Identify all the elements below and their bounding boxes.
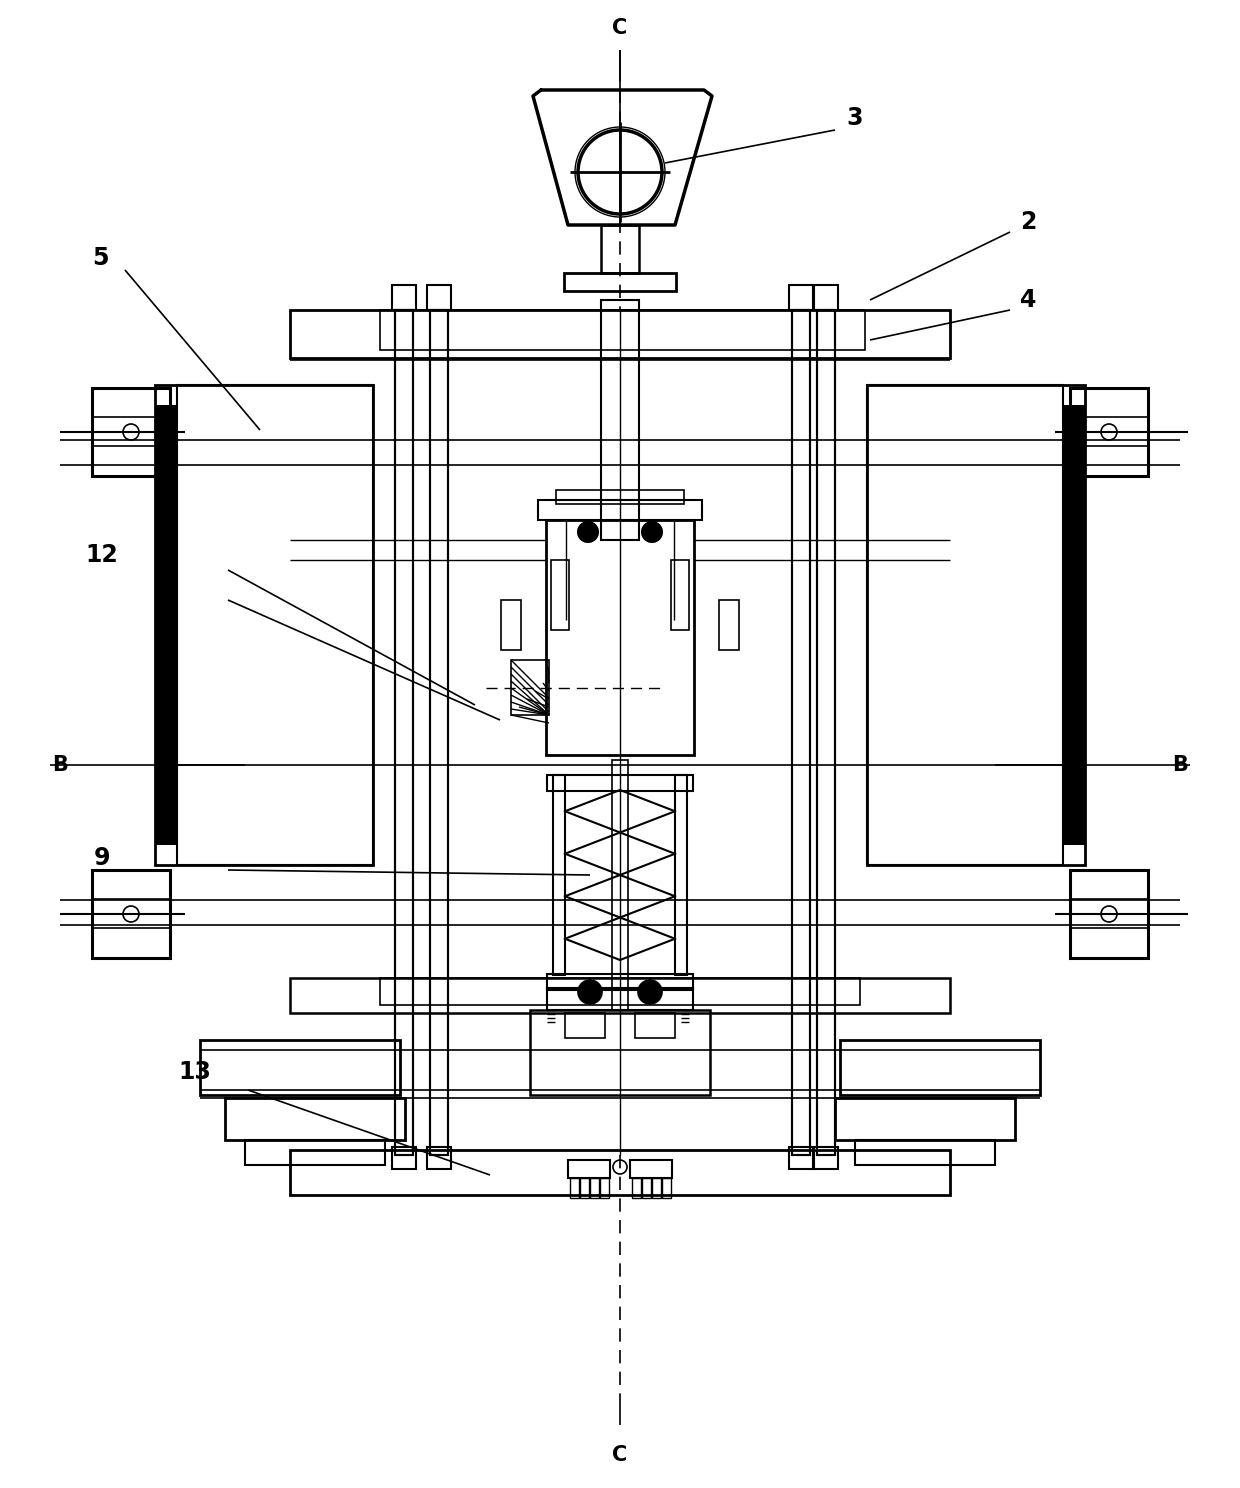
Bar [538, 500, 702, 519]
Bar [1063, 405, 1085, 845]
Bar [792, 310, 810, 1155]
Bar [379, 310, 866, 350]
Bar [813, 1147, 838, 1170]
Bar [568, 1161, 610, 1178]
Bar [379, 978, 861, 1004]
Bar [632, 1178, 641, 1198]
Circle shape [639, 981, 662, 1004]
Bar [789, 1147, 813, 1170]
Bar [635, 1013, 675, 1039]
Bar [430, 310, 448, 1155]
Bar [856, 1140, 994, 1165]
Bar [427, 1147, 451, 1170]
Bar [675, 775, 687, 975]
Bar [546, 519, 694, 754]
Bar [177, 385, 373, 865]
Bar [835, 1098, 1016, 1140]
Bar [430, 310, 448, 1155]
Bar [396, 310, 413, 1155]
Bar [565, 1013, 605, 1039]
Bar [501, 600, 521, 650]
Bar [392, 1147, 415, 1170]
Text: B: B [52, 754, 68, 775]
Bar [1070, 388, 1148, 476]
Bar [792, 310, 810, 1155]
Bar [642, 1178, 651, 1198]
Bar [590, 1178, 599, 1198]
Bar [155, 405, 177, 845]
Text: 9: 9 [94, 847, 110, 870]
Bar [396, 310, 413, 1155]
Bar [290, 1150, 950, 1195]
Text: 5: 5 [92, 246, 108, 269]
Bar [662, 1178, 671, 1198]
Text: B: B [1172, 754, 1188, 775]
Bar [92, 870, 170, 958]
Bar [511, 661, 549, 716]
Bar [817, 310, 835, 1155]
Bar [601, 301, 639, 540]
Bar [224, 1098, 405, 1140]
Bar [600, 1178, 609, 1198]
Text: C: C [613, 1445, 627, 1466]
Bar [547, 775, 693, 792]
Bar [551, 559, 569, 629]
Text: C: C [613, 18, 627, 39]
Circle shape [642, 522, 662, 542]
Bar [246, 1140, 384, 1165]
Bar [529, 1010, 711, 1095]
Bar [547, 975, 693, 990]
Bar [1070, 870, 1148, 958]
Circle shape [578, 981, 601, 1004]
Bar [547, 988, 693, 1010]
Bar [427, 286, 451, 310]
Bar [556, 490, 684, 504]
Bar [290, 978, 950, 1013]
Text: 13: 13 [179, 1059, 212, 1083]
Bar [652, 1178, 661, 1198]
Bar [155, 385, 373, 865]
Bar [671, 559, 689, 629]
Bar [564, 272, 676, 292]
Bar [839, 1040, 1040, 1095]
Bar [553, 775, 565, 975]
Bar [789, 286, 813, 310]
Bar [92, 388, 170, 476]
Bar [613, 760, 627, 1010]
Bar [719, 600, 739, 650]
Bar [570, 1178, 579, 1198]
Text: 2: 2 [1019, 210, 1037, 234]
Bar [200, 1040, 401, 1095]
Bar [392, 286, 415, 310]
Bar [630, 1161, 672, 1178]
Text: 4: 4 [1019, 289, 1037, 312]
Text: 3: 3 [847, 106, 863, 129]
Bar [867, 385, 1063, 865]
Text: 12: 12 [86, 543, 118, 567]
Bar [601, 225, 639, 272]
Bar [817, 310, 835, 1155]
Bar [867, 385, 1085, 865]
Bar [290, 310, 950, 359]
Bar [580, 1178, 589, 1198]
Circle shape [578, 522, 598, 542]
Bar [813, 286, 838, 310]
